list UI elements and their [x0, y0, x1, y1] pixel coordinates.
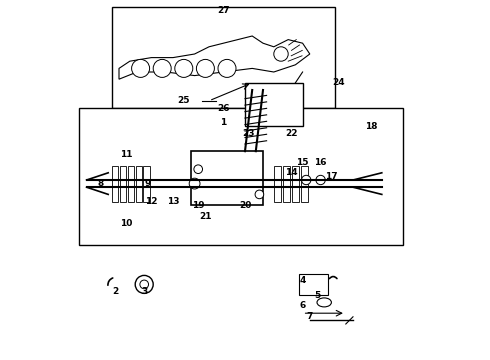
Text: 8: 8 — [98, 179, 104, 188]
Text: 26: 26 — [217, 104, 230, 113]
Bar — [120, 166, 126, 202]
Bar — [127, 166, 134, 202]
Text: 22: 22 — [286, 129, 298, 138]
Text: 2: 2 — [112, 287, 119, 296]
Circle shape — [301, 175, 311, 185]
Text: 23: 23 — [243, 129, 255, 138]
Text: 20: 20 — [239, 201, 251, 210]
Bar — [274, 166, 281, 202]
Bar — [136, 166, 142, 202]
Circle shape — [135, 275, 153, 293]
Text: 10: 10 — [120, 219, 132, 228]
Bar — [283, 166, 290, 202]
Circle shape — [153, 59, 171, 77]
Bar — [112, 7, 335, 108]
Text: 21: 21 — [199, 212, 212, 220]
Text: 17: 17 — [325, 172, 338, 181]
Circle shape — [175, 59, 193, 77]
Text: 5: 5 — [314, 291, 320, 300]
Text: 4: 4 — [299, 276, 306, 285]
Circle shape — [316, 175, 325, 185]
Bar — [292, 166, 299, 202]
Circle shape — [189, 178, 200, 189]
Bar — [112, 166, 118, 202]
Text: 13: 13 — [167, 197, 179, 206]
Text: 27: 27 — [217, 6, 230, 15]
Circle shape — [132, 59, 149, 77]
Text: 16: 16 — [315, 158, 327, 166]
Circle shape — [194, 165, 202, 174]
Bar — [245, 83, 303, 126]
Text: 11: 11 — [120, 150, 132, 159]
Bar — [299, 274, 328, 295]
Circle shape — [274, 47, 288, 61]
Text: 25: 25 — [177, 96, 190, 105]
Text: 15: 15 — [296, 158, 309, 166]
Bar — [191, 151, 263, 205]
Text: 14: 14 — [286, 168, 298, 177]
Text: 18: 18 — [365, 122, 377, 131]
Text: 19: 19 — [192, 201, 204, 210]
Circle shape — [218, 59, 236, 77]
Bar — [301, 166, 308, 202]
Bar — [144, 166, 150, 202]
Text: 24: 24 — [332, 78, 345, 87]
Bar — [79, 108, 403, 245]
Ellipse shape — [317, 298, 331, 307]
Text: 1: 1 — [220, 118, 226, 127]
Text: 3: 3 — [141, 287, 147, 296]
Text: 6: 6 — [299, 302, 306, 310]
Circle shape — [140, 280, 148, 289]
Text: 12: 12 — [145, 197, 158, 206]
Circle shape — [196, 59, 215, 77]
Circle shape — [255, 190, 264, 199]
Text: 7: 7 — [307, 312, 313, 321]
Text: 9: 9 — [145, 179, 151, 188]
